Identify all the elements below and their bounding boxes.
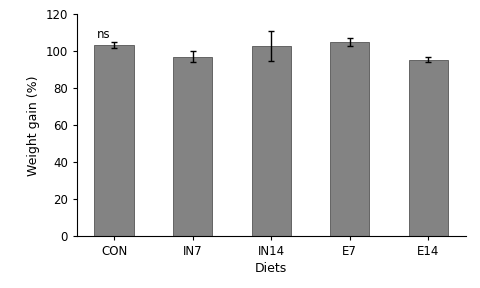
Bar xyxy=(252,46,291,236)
Bar xyxy=(408,60,448,236)
Text: ns: ns xyxy=(97,28,110,41)
Bar xyxy=(330,42,370,236)
Bar xyxy=(173,57,212,236)
Bar xyxy=(95,45,134,236)
Y-axis label: Weight gain (%): Weight gain (%) xyxy=(27,75,40,175)
X-axis label: Diets: Diets xyxy=(255,262,288,275)
